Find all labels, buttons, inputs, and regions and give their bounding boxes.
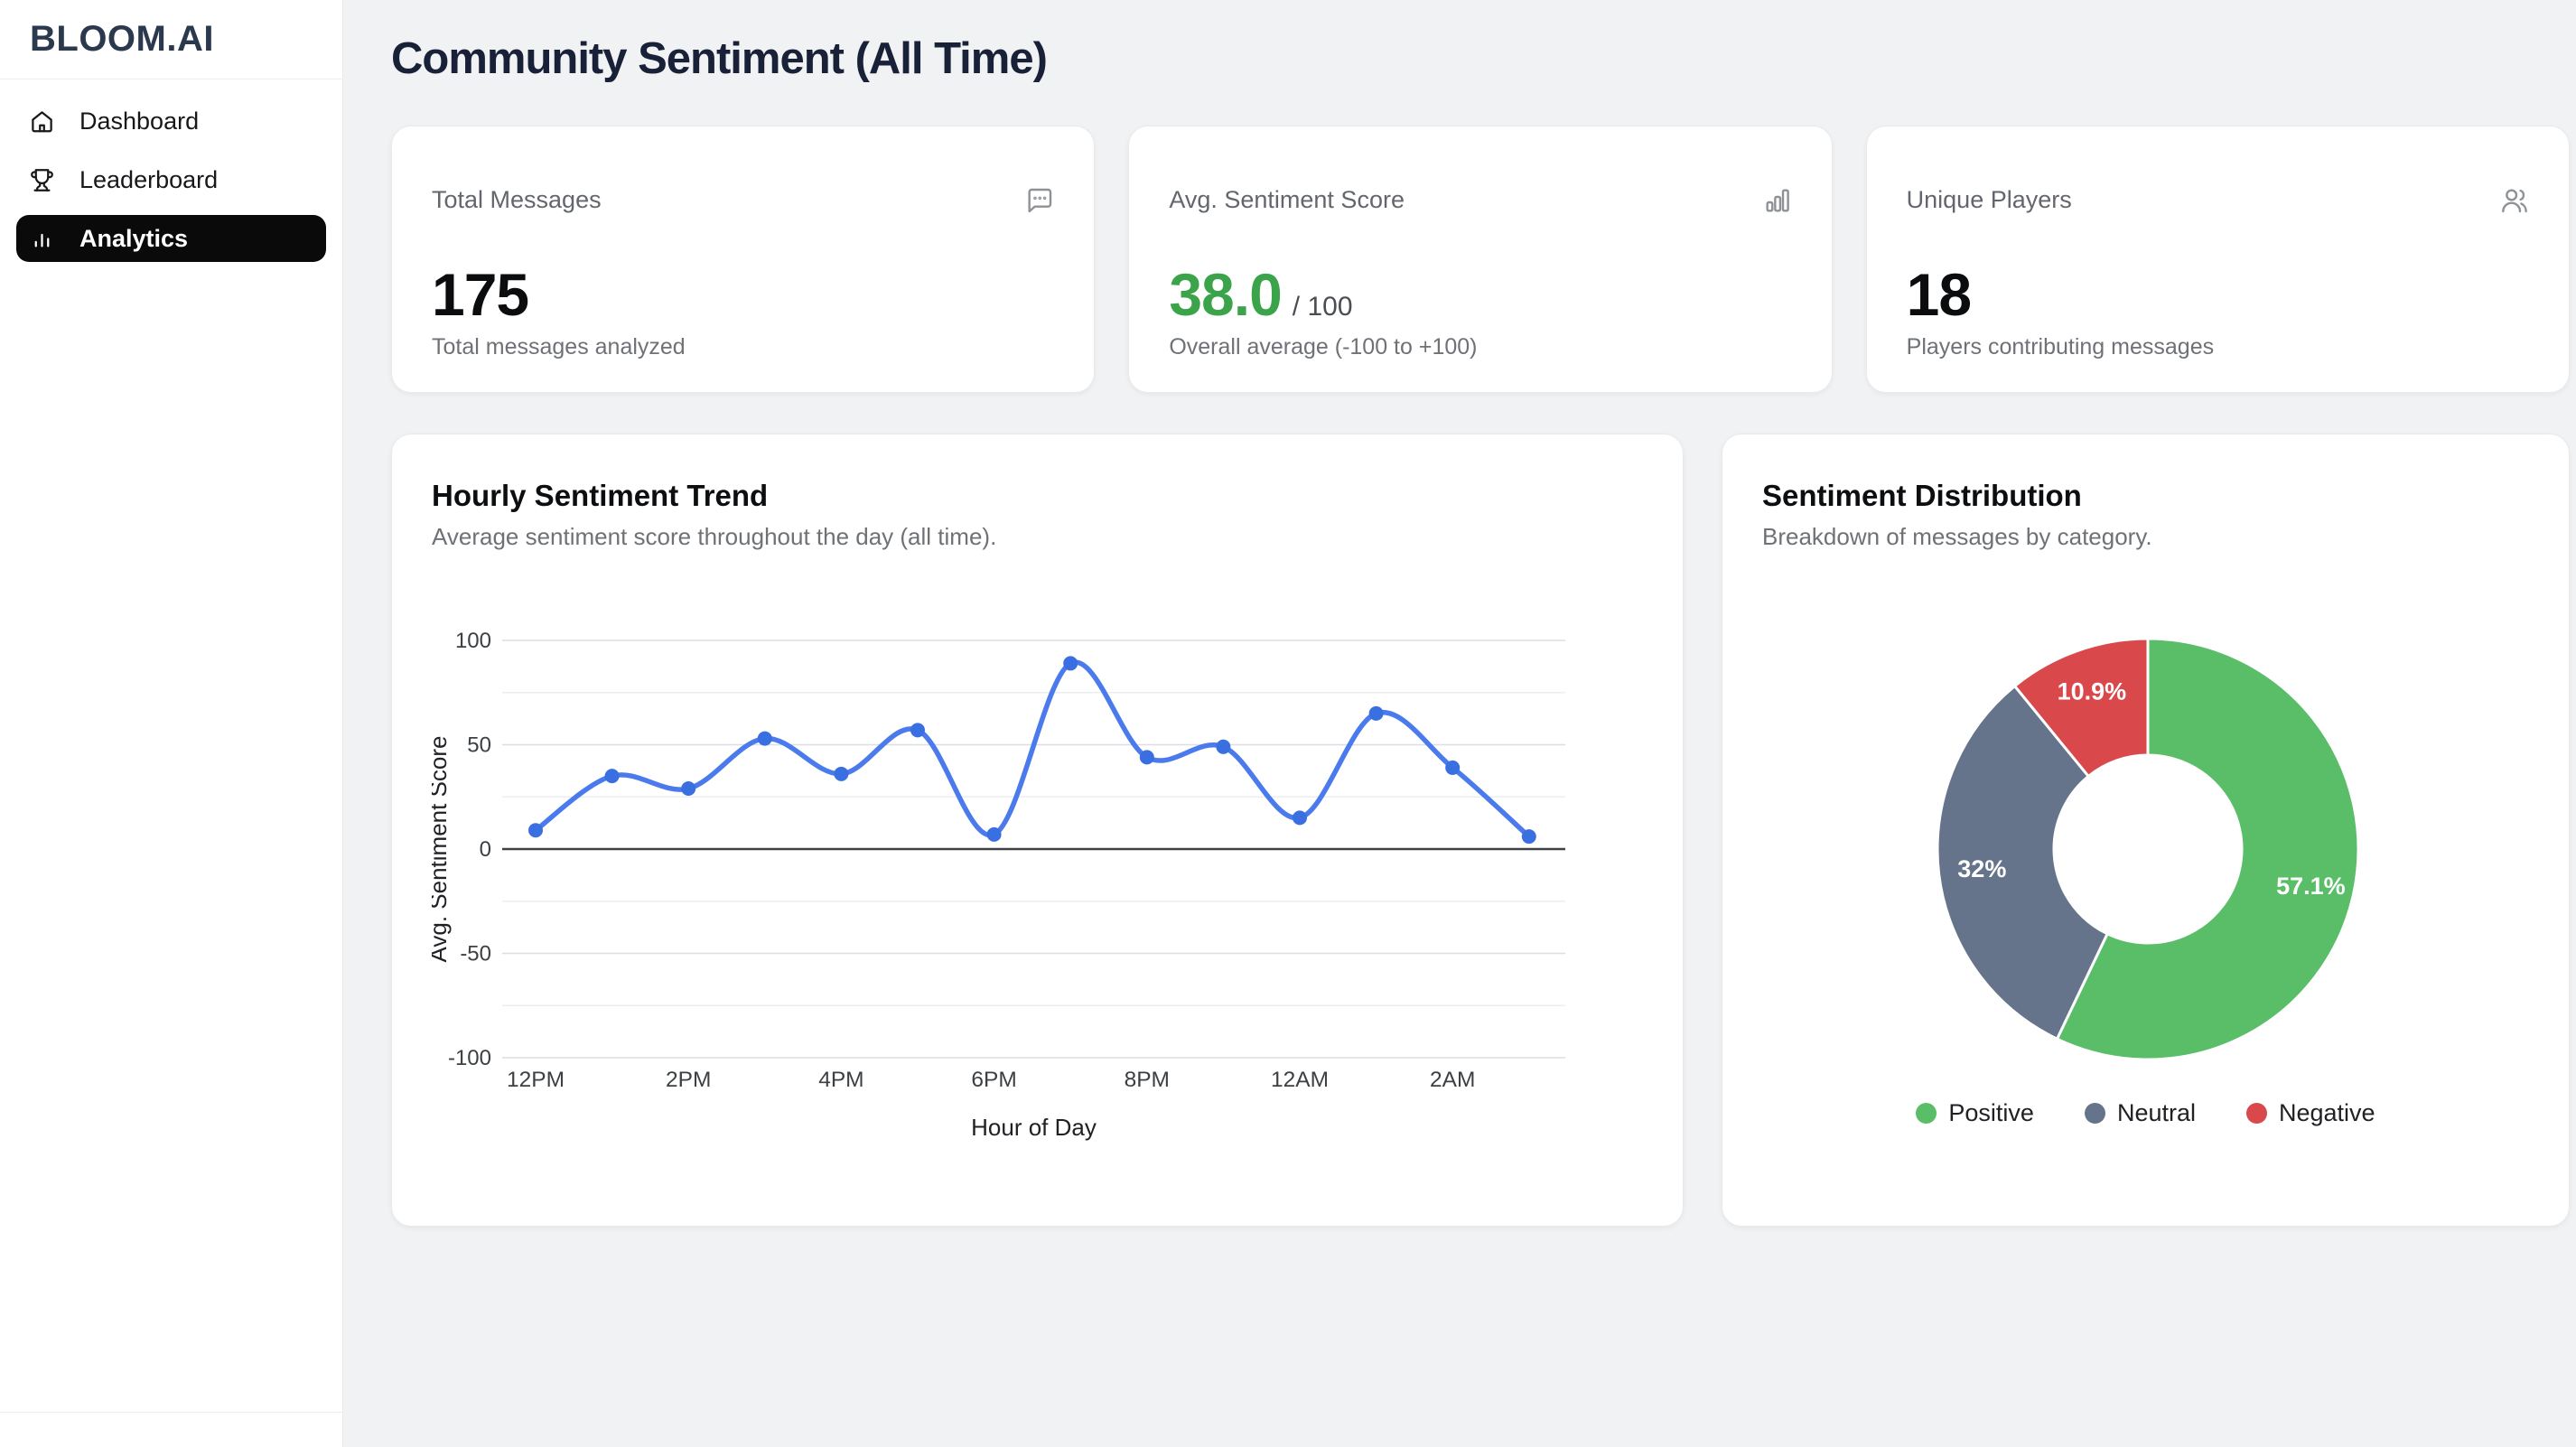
stat-description: Overall average (-100 to +100) — [1169, 334, 1478, 359]
hourly-sentiment-trend-card: Hourly Sentiment Trend Average sentiment… — [391, 434, 1684, 1227]
charts-row: Hourly Sentiment Trend Average sentiment… — [391, 434, 2570, 1227]
stat-label: Total Messages — [432, 186, 602, 213]
sidebar: BLOOM.AI Dashboard Leaderboard — [0, 0, 343, 1447]
sidebar-item-leaderboard[interactable]: Leaderboard — [16, 156, 326, 203]
chart-title: Hourly Sentiment Trend — [432, 479, 769, 512]
sidebar-item-label: Dashboard — [79, 107, 200, 135]
svg-text:-100: -100 — [448, 1046, 491, 1070]
sidebar-nav: Dashboard Leaderboard Analytics — [0, 79, 342, 262]
chart-column-icon — [34, 233, 50, 247]
stat-card-unique-players: Unique Players 18 Players contributing m… — [1865, 126, 2570, 393]
legend-color-dot — [2084, 1102, 2105, 1124]
sidebar-item-label: Analytics — [79, 224, 189, 252]
stat-value: 38.0 — [1169, 261, 1282, 328]
app-logo: BLOOM.AI — [30, 19, 214, 59]
donut-chart: 57.1% 32% 10.9% — [1936, 637, 2360, 1061]
main-content: Community Sentiment (All Time) Total Mes… — [343, 0, 2576, 1447]
legend-item-positive: Positive — [1916, 1099, 2034, 1127]
bar-chart-icon — [1766, 189, 1789, 212]
sidebar-item-label: Leaderboard — [79, 165, 219, 193]
svg-text:0: 0 — [480, 837, 491, 862]
svg-text:32%: 32% — [1957, 855, 2006, 882]
stat-card-total-messages: Total Messages 175 Total messages analyz… — [391, 126, 1096, 393]
svg-text:50: 50 — [467, 733, 491, 758]
svg-text:8PM: 8PM — [1125, 1068, 1170, 1092]
svg-text:12AM: 12AM — [1271, 1068, 1329, 1092]
legend-label: Neutral — [2116, 1098, 2196, 1126]
stat-value-suffix: / 100 — [1292, 292, 1353, 322]
home-icon — [32, 110, 52, 132]
stat-value: 18 — [1906, 261, 1972, 328]
page-title: Community Sentiment (All Time) — [391, 34, 1048, 83]
svg-text:Avg. Sentiment Score: Avg. Sentiment Score — [432, 736, 452, 963]
svg-text:-50: -50 — [460, 942, 491, 966]
legend-label: Negative — [2279, 1098, 2375, 1126]
svg-text:Hour of Day: Hour of Day — [971, 1114, 1097, 1141]
svg-text:2PM: 2PM — [666, 1068, 711, 1092]
stat-value: 175 — [432, 261, 529, 328]
stat-label: Avg. Sentiment Score — [1169, 186, 1405, 213]
message-square-more-icon — [1028, 188, 1052, 213]
legend-item-neutral: Neutral — [2084, 1098, 2196, 1127]
stat-description: Total messages analyzed — [432, 334, 686, 359]
stat-card-avg-sentiment: Avg. Sentiment Score 38.0 / 100 Overall … — [1128, 126, 1833, 393]
stats-row: Total Messages 175 Total messages analyz… — [391, 126, 2570, 393]
stat-description: Players contributing messages — [1906, 334, 2215, 359]
legend-item-negative: Negative — [2246, 1099, 2375, 1127]
logo-container: BLOOM.AI — [0, 0, 342, 79]
line-chart: 100 50 0 -50 -100 12PM 2PM 4PM 6PM 8PM 12AM 2AM Hour… — [432, 629, 1565, 1141]
svg-text:4PM: 4PM — [818, 1068, 863, 1092]
legend-color-dot — [1916, 1102, 1937, 1124]
donut-legend: Positive Neutral Negative — [1762, 1097, 2529, 1128]
sidebar-item-dashboard[interactable]: Dashboard — [16, 98, 326, 145]
svg-text:10.9%: 10.9% — [2058, 678, 2127, 705]
sidebar-item-analytics[interactable]: Analytics — [16, 215, 326, 262]
trophy-icon — [31, 168, 53, 191]
chart-subtitle: Breakdown of messages by category. — [1762, 523, 2152, 550]
legend-label: Positive — [1948, 1098, 2034, 1126]
svg-text:6PM: 6PM — [971, 1068, 1016, 1092]
users-icon — [2502, 189, 2527, 213]
chart-subtitle: Average sentiment score throughout the d… — [432, 523, 997, 550]
sentiment-distribution-card: Sentiment Distribution Breakdown of mess… — [1722, 434, 2570, 1227]
svg-text:57.1%: 57.1% — [2276, 873, 2346, 900]
svg-text:100: 100 — [455, 629, 491, 653]
svg-text:12PM: 12PM — [507, 1068, 565, 1092]
svg-text:2AM: 2AM — [1430, 1068, 1475, 1092]
legend-color-dot — [2246, 1102, 2267, 1124]
stat-label: Unique Players — [1906, 186, 2072, 213]
sidebar-footer — [0, 1412, 342, 1447]
chart-title: Sentiment Distribution — [1762, 479, 2082, 512]
